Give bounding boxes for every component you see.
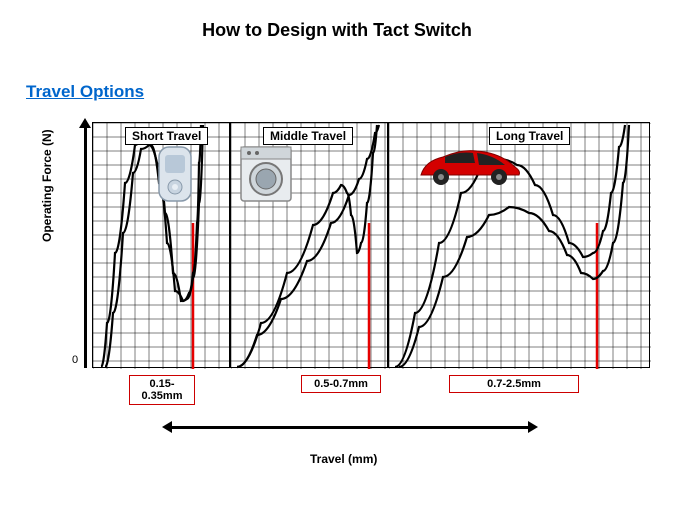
x-axis-arrowhead-left bbox=[162, 421, 172, 433]
car-icon-wrap bbox=[415, 145, 523, 187]
x-axis-arrowhead-right bbox=[528, 421, 538, 433]
zero-label: 0 bbox=[72, 354, 78, 366]
washer-icon bbox=[239, 145, 293, 203]
panel-label-long: Long Travel bbox=[489, 127, 570, 145]
section-subtitle: Travel Options bbox=[26, 82, 144, 102]
washer-icon-wrap bbox=[239, 145, 293, 203]
chart-area: Operating Force (N) 0 Short Travel0.15-0… bbox=[50, 122, 660, 462]
phone-icon-wrap bbox=[155, 145, 195, 203]
panel-long: Long Travel0.7-2.5mm bbox=[388, 122, 650, 368]
panel-label-middle: Middle Travel bbox=[263, 127, 353, 145]
range-middle: 0.5-0.7mm bbox=[301, 375, 381, 393]
y-axis-arrow bbox=[84, 124, 87, 368]
range-short: 0.15-0.35mm bbox=[129, 375, 195, 405]
car-icon bbox=[415, 145, 523, 187]
panel-middle: Middle Travel0.5-0.7mm bbox=[230, 122, 388, 368]
range-long: 0.7-2.5mm bbox=[449, 375, 579, 393]
x-axis-arrow bbox=[170, 426, 530, 429]
y-axis-arrowhead bbox=[79, 118, 91, 128]
page-title: How to Design with Tact Switch bbox=[0, 0, 674, 41]
x-axis-label: Travel (mm) bbox=[310, 452, 377, 466]
panels-row: Short Travel0.15-0.35mmMiddle Travel0.5-… bbox=[92, 122, 650, 368]
panel-short: Short Travel0.15-0.35mm bbox=[92, 122, 230, 368]
phone-icon bbox=[155, 145, 195, 203]
y-axis-label: Operating Force (N) bbox=[40, 129, 54, 242]
panel-label-short: Short Travel bbox=[125, 127, 208, 145]
